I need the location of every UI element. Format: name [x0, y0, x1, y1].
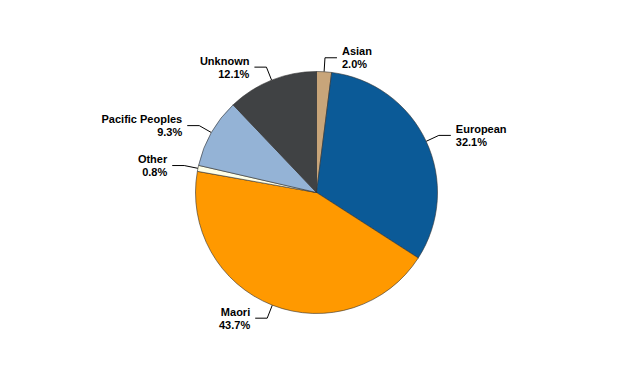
svg-text:9.3%: 9.3% — [157, 126, 182, 138]
svg-text:Other: Other — [138, 153, 168, 165]
svg-text:Asian: Asian — [342, 45, 372, 57]
svg-text:European: European — [456, 123, 507, 135]
svg-text:0.8%: 0.8% — [142, 166, 167, 178]
svg-text:32.1%: 32.1% — [456, 136, 487, 148]
svg-text:Pacific Peoples: Pacific Peoples — [102, 113, 183, 125]
svg-text:Maori: Maori — [221, 306, 250, 318]
svg-text:2.0%: 2.0% — [342, 58, 367, 70]
svg-text:12.1%: 12.1% — [218, 68, 249, 80]
svg-text:Unknown: Unknown — [200, 55, 250, 67]
svg-text:43.7%: 43.7% — [219, 319, 250, 331]
